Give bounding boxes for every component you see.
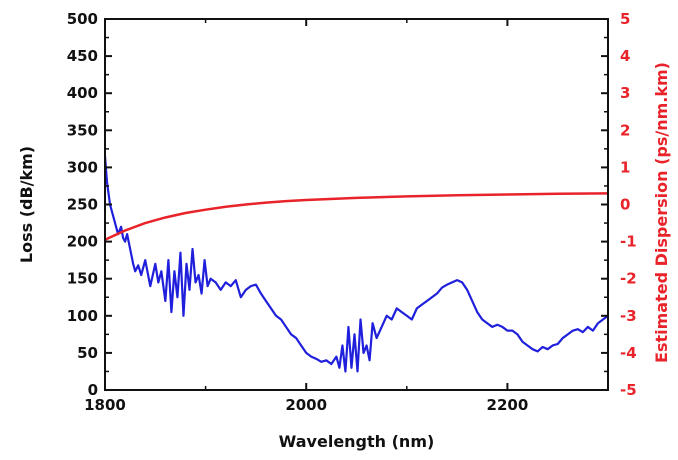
y-right-tick-label: 4: [620, 47, 630, 65]
y-left-tick-label: 500: [67, 10, 98, 28]
y-right-tick-label: -2: [620, 270, 637, 288]
dispersion-line: [104, 192, 609, 241]
y-right-tick-label: -4: [620, 344, 637, 362]
x-tick-label: 1800: [84, 396, 126, 414]
y-left-tick-label: 400: [67, 84, 98, 102]
axes-layer: 050100150200250300350400450500-5-4-3-2-1…: [67, 10, 637, 414]
y-right-tick-label: 2: [620, 121, 630, 139]
x-tick-label: 2000: [285, 396, 327, 414]
y-left-tick-label: 350: [67, 121, 98, 139]
x-tick-label: 2200: [487, 396, 529, 414]
x-axis-title: Wavelength (nm): [279, 432, 435, 451]
y-right-tick-label: -1: [620, 233, 637, 251]
y-left-tick-label: 50: [77, 344, 98, 362]
y-left-tick-label: 450: [67, 47, 98, 65]
y-left-tick-label: 200: [67, 233, 98, 251]
y-right-tick-label: -3: [620, 307, 637, 325]
plot-layer: [103, 156, 609, 373]
y-left-tick-label: 150: [67, 270, 98, 288]
y-left-tick-label: 300: [67, 158, 98, 176]
y-left-tick-label: 250: [67, 196, 98, 214]
y-right-tick-label: 1: [620, 158, 630, 176]
y-right-tick-label: 3: [620, 84, 630, 102]
y-right-tick-label: 5: [620, 10, 630, 28]
y-left-tick-label: 100: [67, 307, 98, 325]
plot-frame: [104, 18, 609, 391]
y-right-tick-label: 0: [620, 196, 630, 214]
loss-line: [103, 156, 609, 373]
y-right-tick-label: -5: [620, 381, 637, 399]
y-axis-title-right: Estimated Dispersion (ps/nm.km): [652, 62, 671, 363]
y-axis-title-left: Loss (dB/km): [17, 146, 36, 263]
y-left-tick-label: 0: [88, 381, 98, 399]
